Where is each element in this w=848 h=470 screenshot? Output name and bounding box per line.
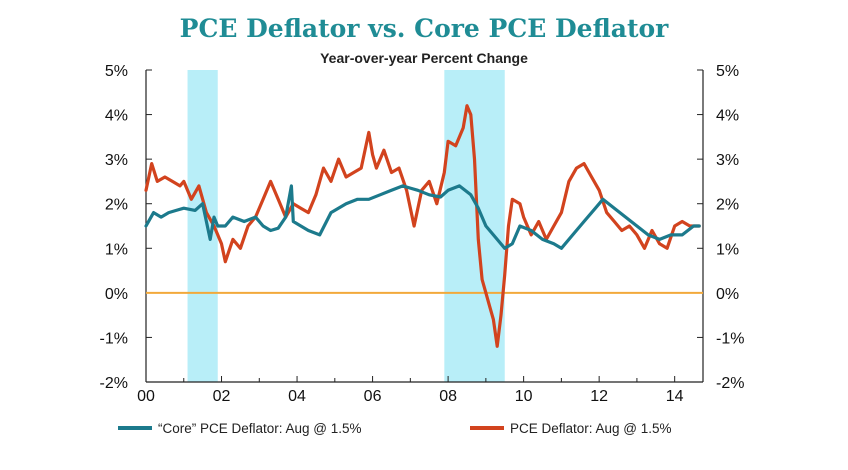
y-tick-label-left: 0% — [105, 286, 128, 303]
x-tick-label: 10 — [515, 388, 533, 405]
legend-pce-swatch — [470, 426, 504, 430]
x-tick-label: 02 — [213, 388, 231, 405]
legend-pce: PCE Deflator: Aug @ 1.5% — [470, 418, 672, 438]
y-tick-label-left: 3% — [105, 152, 128, 169]
y-tick-label-left: 1% — [105, 241, 128, 258]
recession-bands — [187, 70, 505, 382]
y-tick-label-left: 5% — [105, 63, 128, 80]
tick-labels: 5% 5% 4% 4% 3% 3% 2% 2% 1% 1% 0% 0% -1% -1% -2% -2% 00 02… — [100, 63, 745, 405]
legend-core-label: “Core” PCE Deflator: Aug @ 1.5% — [158, 420, 362, 436]
x-tick-label: 14 — [666, 388, 684, 405]
y-tick-label-right: 1% — [716, 241, 739, 258]
x-tick-label: 08 — [439, 388, 457, 405]
y-tick-label-right: 4% — [716, 108, 739, 125]
y-tick-label-right: 0% — [716, 286, 739, 303]
series-lines — [144, 104, 701, 348]
page-title: PCE Deflator vs. Core PCE Deflator — [179, 14, 669, 43]
series-line-pce — [144, 104, 701, 348]
y-tick-label-left: -1% — [100, 330, 128, 347]
x-tick-label: 04 — [288, 388, 306, 405]
y-tick-label-right: 2% — [716, 197, 739, 214]
legend-pce-label: PCE Deflator: Aug @ 1.5% — [510, 420, 672, 436]
y-tick-label-left: 2% — [105, 197, 128, 214]
x-tick-label: 00 — [137, 388, 155, 405]
legend-core-swatch — [118, 426, 152, 430]
x-tick-label: 12 — [590, 388, 608, 405]
y-tick-label-right: 3% — [716, 152, 739, 169]
series-line-core-pce — [144, 184, 701, 250]
y-tick-label-left: -2% — [100, 375, 128, 392]
y-tick-label-right: -1% — [716, 330, 744, 347]
legend-core: “Core” PCE Deflator: Aug @ 1.5% — [118, 418, 362, 438]
y-tick-label-right: -2% — [716, 375, 744, 392]
x-tick-label: 06 — [364, 388, 382, 405]
y-tick-label-left: 4% — [105, 108, 128, 125]
page-subtitle: Year-over-year Percent Change — [320, 50, 528, 66]
y-tick-label-right: 5% — [716, 63, 739, 80]
